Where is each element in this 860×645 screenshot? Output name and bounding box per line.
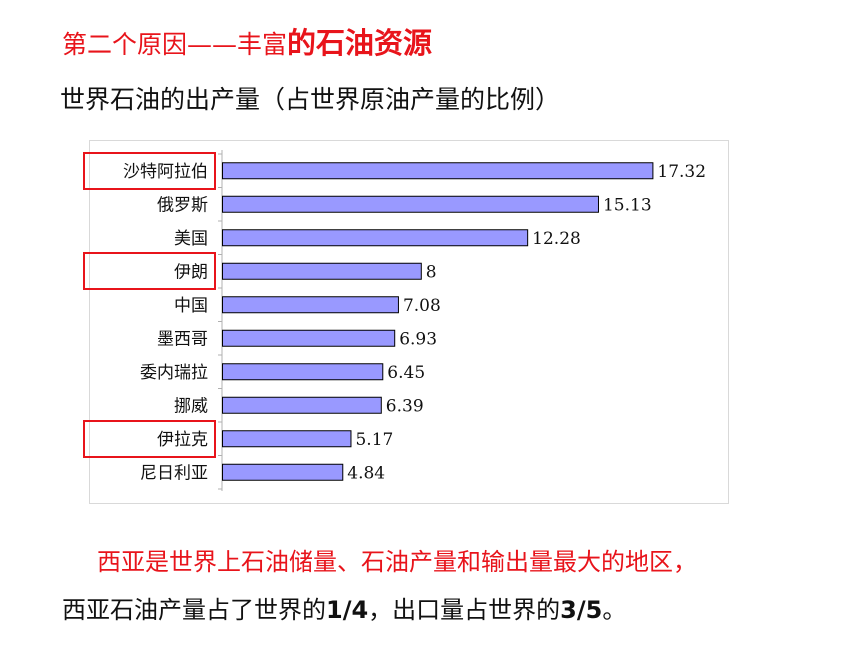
category-label: 中国	[174, 296, 208, 316]
bar	[222, 463, 344, 481]
heading-part-2: 的石油资源	[287, 26, 433, 60]
heading-part-1: 第二个原因——丰富	[62, 30, 288, 59]
note-line-2-e: 。	[602, 596, 627, 624]
category-label: 委内瑞拉	[140, 363, 208, 383]
highlight-box	[83, 419, 216, 458]
value-label: 4.84	[347, 463, 385, 483]
note-line-2: 西亚石油产量占了世界的1/4，出口量占世界的3/5。	[62, 590, 626, 625]
bar	[222, 262, 422, 280]
category-label: 墨西哥	[157, 329, 208, 349]
page-heading: 第二个原因——丰富 的石油资源	[62, 20, 432, 64]
highlight-box	[83, 252, 216, 291]
value-label: 12.28	[532, 229, 581, 249]
bar	[222, 329, 396, 347]
bar	[222, 430, 352, 448]
category-label: 伊拉克	[157, 430, 208, 450]
category-label: 美国	[174, 229, 208, 249]
highlight-box	[83, 151, 216, 190]
note-fraction-export: 3/5	[560, 596, 603, 624]
chart-subtitle: 世界石油的出产量（占世界原油产量的比例）	[60, 85, 561, 114]
category-label: 挪威	[174, 396, 208, 416]
value-label: 17.32	[657, 162, 706, 182]
bar	[222, 162, 654, 180]
bar	[222, 195, 599, 213]
value-label: 6.93	[399, 329, 437, 349]
value-label: 8	[426, 262, 437, 282]
value-label: 15.13	[603, 195, 652, 215]
value-label: 7.08	[403, 296, 441, 316]
oil-production-bar-chart: 沙特阿拉伯 17.32 俄罗斯 15.13 美国 12.28 伊朗 8 中国 7.08 墨西哥 6.9…	[123, 150, 706, 491]
category-label: 沙特阿拉伯	[123, 162, 208, 182]
bar	[222, 363, 384, 381]
category-label: 俄罗斯	[157, 195, 208, 215]
note-fraction-production: 1/4	[326, 596, 369, 624]
bar	[222, 229, 529, 247]
bar	[222, 296, 399, 314]
category-label: 伊朗	[174, 262, 208, 282]
value-label: 6.45	[387, 363, 425, 383]
bar	[222, 396, 382, 414]
note-line-2-a: 西亚石油产量占了世界的	[62, 596, 326, 624]
value-label: 6.39	[386, 396, 424, 416]
value-label: 5.17	[355, 430, 393, 450]
chart-frame: 沙特阿拉伯 17.32 俄罗斯 15.13 美国 12.28 伊朗 8 中国 7.08 墨西哥 6.9…	[83, 140, 729, 504]
note-line-2-c: ，出口量占世界的	[368, 596, 561, 624]
note-line-1: 西亚是世界上石油储量、石油产量和输出量最大的地区，	[97, 548, 697, 576]
category-label: 尼日利亚	[140, 463, 208, 483]
